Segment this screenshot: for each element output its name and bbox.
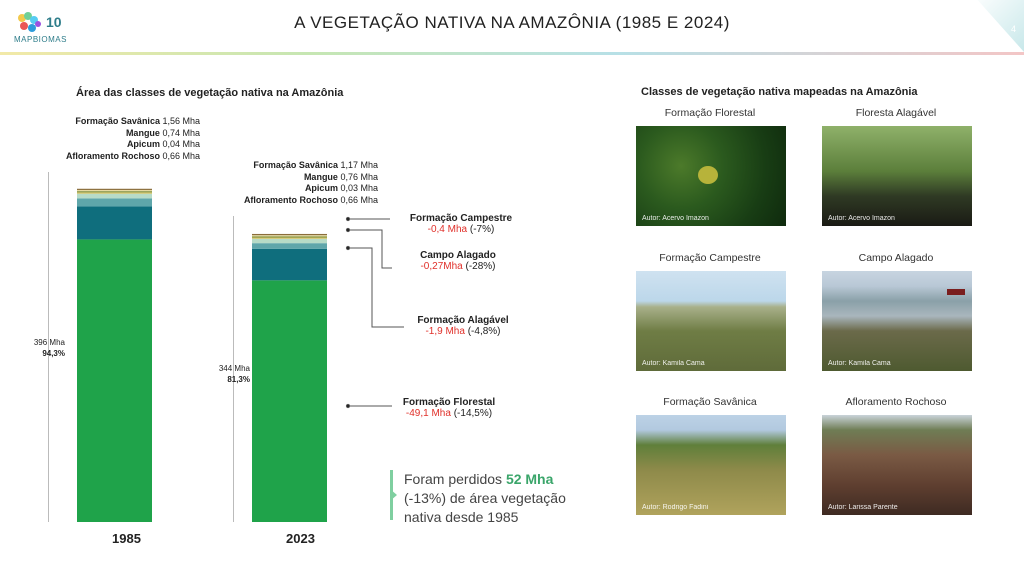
photo-floresta-alagavel: Autor: Acervo Imazon [822, 126, 972, 226]
total-label-1985: 396 Mha 94,3% [33, 338, 65, 358]
x-tick-1985: 1985 [112, 531, 141, 546]
photo-credit: Autor: Acervo Imazon [642, 215, 709, 222]
bar-segment-1985-4 [77, 192, 152, 194]
photo-caption: Campo Alagado [858, 252, 934, 264]
tree-canopy-highlight [698, 166, 718, 184]
bar-segment-1985-5 [77, 191, 152, 193]
annotation-dot [345, 403, 351, 409]
bar-segment-2023-4 [252, 237, 327, 239]
annotation-connector [348, 229, 392, 269]
page-number: 4 [1010, 24, 1016, 34]
header-divider [0, 52, 1024, 55]
photo-caption: Formação Florestal [664, 107, 756, 119]
bar-segment-2023-3 [252, 238, 327, 244]
photo-caption: Floresta Alagável [855, 107, 937, 119]
photo-afloramento-rochoso: Autor: Larissa Parente [822, 415, 972, 515]
svg-text:10: 10 [46, 14, 62, 30]
small-label: Afloramento Rochoso 0,66 Mha [243, 194, 378, 205]
annotation-campo-alagado: Campo Alagado -0,27Mha (-28%) [420, 250, 496, 272]
small-label: Formação Savânica 1,56 Mha [75, 116, 200, 126]
small-label: Afloramento Rochoso 0,66 Mha [65, 150, 200, 161]
photo-credit: Autor: Rodrigo Fadini [642, 504, 709, 511]
photo-credit: Autor: Larissa Parente [828, 504, 898, 511]
boat-shape [947, 289, 965, 295]
small-label: Apicum 0,04 Mha [126, 139, 200, 149]
bar-segment-2023-5 [252, 236, 327, 238]
bar-segment-2023-7 [252, 233, 327, 236]
mapbiomas-logo-icon: 10 [18, 12, 62, 32]
photo-caption: Formação Campestre [659, 252, 761, 264]
photo-campo-alagado: Autor: Kamila Cama [822, 271, 972, 371]
bar-segment-2023-1 [252, 248, 327, 281]
bar-segment-1985-7 [77, 188, 152, 190]
logo-text: MAPBIOMAS [14, 35, 67, 44]
bar-segment-2023-6 [252, 235, 327, 237]
photo-credit: Autor: Kamila Cama [828, 360, 891, 367]
annotation-dot [345, 216, 351, 222]
bar-segment-1985-2 [77, 198, 152, 207]
annotation-dot [345, 245, 351, 251]
small-label: Apicum 0,03 Mha [304, 183, 378, 193]
photos-title: Classes de vegetação nativa mapeadas na … [641, 86, 918, 98]
bar-segment-1985-1 [77, 206, 152, 240]
small-labels-2023: Formação Savânica 1,17 Mha Mangue 0,76 M… [218, 160, 378, 206]
bar-segment-1985-3 [77, 193, 152, 199]
total-label-2023: 344 Mha 81,3% [218, 364, 250, 384]
total-bracket-2023 [233, 216, 234, 522]
bar-segment-2023-0 [252, 280, 327, 522]
bar-segment-1985-0 [77, 239, 152, 522]
bar-segment-1985-6 [77, 189, 152, 192]
annotation-campestre: Formação Campestre -0,4 Mha (-7%) [409, 213, 513, 235]
small-label: Mangue 0,76 Mha [303, 171, 378, 182]
photo-caption: Formação Savânica [663, 396, 757, 408]
annotation-alagavel: Formação Alagável -1,9 Mha (-4,8%) [417, 315, 509, 337]
bar-segment-2023-2 [252, 243, 327, 249]
x-tick-2023: 2023 [286, 531, 315, 546]
small-label: Formação Savânica 1,17 Mha [253, 160, 378, 170]
summary-text: Foram perdidos 52 Mha (-13%) de área veg… [404, 471, 566, 525]
photo-formacao-savanica: Autor: Rodrigo Fadini [636, 415, 786, 515]
photo-formacao-florestal: Autor: Acervo Imazon [636, 126, 786, 226]
summary-arrow-icon [390, 489, 397, 501]
chart-title: Área das classes de vegetação nativa na … [76, 87, 344, 99]
small-labels-1985: Formação Savânica 1,56 Mha Mangue 0,74 M… [40, 116, 200, 162]
annotation-florestal: Formação Florestal -49,1 Mha (-14,5%) [402, 397, 496, 419]
annotation-dot [345, 227, 351, 233]
photo-caption: Afloramento Rochoso [845, 396, 947, 408]
page-title: A VEGETAÇÃO NATIVA NA AMAZÔNIA (1985 E 2… [294, 13, 730, 32]
mapbiomas-logo: 10 [14, 10, 74, 46]
photo-credit: Autor: Kamila Cama [642, 360, 705, 367]
total-bracket-1985 [48, 172, 49, 522]
small-label: Mangue 0,74 Mha [125, 127, 200, 138]
photo-credit: Autor: Acervo Imazon [828, 215, 895, 222]
photo-formacao-campestre: Autor: Kamila Cama [636, 271, 786, 371]
